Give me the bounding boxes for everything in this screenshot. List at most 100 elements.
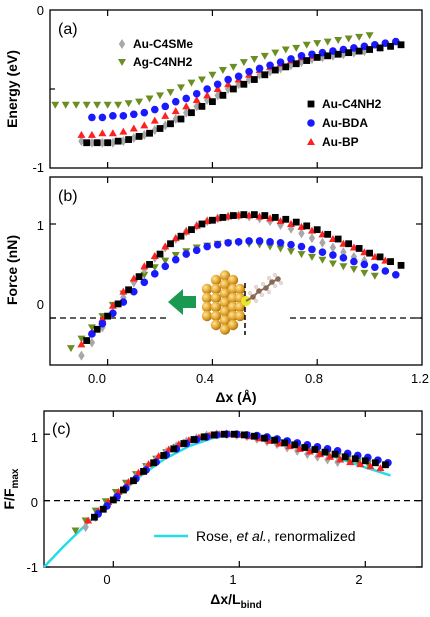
panel-a-legend-left: Au-C4SMe Ag-C4NH2 [133, 37, 193, 69]
panel-c-point-au-c4nh2 [109, 496, 117, 504]
panel-a-ylabel: Energy (eV) [4, 50, 20, 128]
panel-b-point-au-c4nh2 [261, 212, 269, 219]
panel-b-point-au-bda [203, 242, 211, 251]
panel-b-point-au-bda [234, 238, 243, 246]
panel-b-point-au-c4nh2 [240, 211, 248, 218]
panel-a-point-au-bda [213, 80, 222, 89]
panel-b-point-au-bda [360, 260, 369, 269]
panel-a-point-au-bda [203, 85, 211, 93]
panel-a-point-au-bp [192, 96, 201, 104]
panel-c-point-au-c4nh2 [240, 431, 248, 439]
panel-a-point-au-c4nh2 [271, 66, 279, 74]
panel-c-normalized: (c) F/Fmax 1 0 -1 0 1 2 Δx/Lbind Rose, e… [1, 410, 423, 611]
panel-a-point-ag-c4nh2 [156, 92, 165, 100]
panel-c-point-au-c4nh2 [281, 439, 289, 447]
gold-atom [210, 301, 222, 313]
panel-a-point-au-bda [182, 94, 191, 103]
panel-b-point-au-bda [245, 237, 253, 245]
gold-atom [219, 270, 231, 281]
panel-b-point-au-c4nh2 [376, 253, 384, 261]
panel-c-point-au-bp [84, 516, 93, 524]
gold-atom [219, 315, 231, 326]
panel-b-point-au-c4sme [319, 237, 326, 248]
gold-atom [210, 292, 222, 304]
panel-a-point-ag-c4nh2 [250, 55, 259, 63]
panel-c-point-au-c4nh2 [140, 468, 147, 475]
panel-a-point-ag-c4nh2 [176, 84, 185, 92]
panel-c-ytick-neg1: -1 [26, 560, 38, 575]
panel-b-point-au-c4nh2 [114, 300, 122, 308]
panel-b-point-au-bda [381, 267, 390, 275]
panel-b-point-au-bp [98, 314, 107, 322]
panel-c-point-au-c4nh2 [251, 432, 258, 440]
panel-b-point-au-bda [98, 319, 107, 328]
panel-c-point-au-bp [356, 460, 365, 468]
panel-a-point-au-bda [255, 64, 264, 73]
panel-a-point-au-bda [119, 112, 128, 120]
panel-b-point-au-bda [192, 246, 201, 255]
panel-b-point-ag-c4nh2 [328, 260, 337, 268]
panel-b-ytick-0: 0 [37, 297, 44, 312]
gold-atom [219, 288, 231, 299]
hydrogen-atom [261, 282, 266, 287]
panel-b-point-au-bda [308, 245, 316, 254]
panel-a-point-ag-c4nh2 [239, 59, 248, 67]
panel-a-point-au-c4sme [235, 79, 242, 90]
panel-a-point-au-c4nh2 [313, 54, 321, 61]
panel-a-point-au-c4sme [214, 90, 221, 101]
panel-b-point-au-bda [182, 250, 191, 258]
panel-c-point-au-c4nh2 [321, 448, 329, 456]
gold-atom [201, 292, 213, 304]
panel-c-point-au-c4nh2 [261, 434, 268, 442]
panel-c-point-au-c4nh2 [91, 513, 98, 521]
panel-a-point-au-bp [108, 129, 117, 137]
panel-a-point-au-c4nh2 [376, 44, 384, 52]
legend-label-ag-c4nh2: Ag-C4NH2 [133, 55, 193, 69]
panel-b-point-ag-c4nh2 [161, 257, 170, 265]
panel-a-ytick-top: 0 [37, 3, 44, 18]
panel-b-point-au-c4nh2 [313, 226, 321, 234]
legend-label-au-bp: Au-BP [322, 135, 359, 149]
panel-a-tick-marks [50, 10, 318, 168]
panel-b-point-au-bp [77, 340, 86, 348]
panel-b-point-au-c4sme [298, 228, 305, 239]
panel-a-label: (a) [58, 21, 78, 38]
panel-b-point-ag-c4nh2 [66, 345, 75, 353]
panel-a-point-ag-c4nh2 [103, 101, 112, 109]
panel-b-point-ag-c4nh2 [307, 253, 316, 261]
panel-a-point-ag-c4nh2 [51, 101, 60, 109]
legend-label-au-c4nh2: Au-C4NH2 [322, 97, 382, 111]
panel-c-point-au-c4nh2 [170, 445, 178, 453]
legend-label-au-bda: Au-BDA [322, 116, 368, 130]
panel-a-point-au-c4nh2 [219, 91, 227, 99]
panel-b-point-au-bda [161, 262, 170, 271]
panel-b-point-ag-c4nh2 [266, 243, 275, 251]
panel-a-point-ag-c4nh2 [166, 89, 175, 97]
panel-c-label: (c) [52, 421, 71, 438]
panel-a-point-ag-c4nh2 [114, 101, 123, 109]
panel-c-point-au-c4nh2 [371, 459, 379, 467]
panel-a-point-ag-c4nh2 [281, 46, 290, 54]
panel-c-point-au-c4nh2 [230, 430, 238, 438]
legend-marker-au-c4nh2 [307, 100, 315, 108]
panel-a-point-au-bda [88, 113, 96, 122]
panel-c-frame [43, 410, 423, 568]
gold-atom [201, 301, 213, 313]
panel-a-point-ag-c4nh2 [344, 35, 353, 43]
gold-atom [210, 274, 222, 286]
panel-b-point-au-c4nh2 [282, 215, 290, 223]
panel-c-point-au-c4nh2 [351, 455, 359, 463]
panel-c-point-au-c4nh2 [291, 441, 299, 449]
panel-b-point-au-bda [150, 270, 159, 278]
panel-a-point-au-bda [171, 97, 180, 106]
carbon-atom [275, 276, 281, 282]
panel-b-point-au-bda [266, 238, 274, 246]
panel-b-point-au-bda [329, 251, 337, 259]
panel-a-point-au-c4nh2 [156, 125, 164, 132]
panel-c-point-au-c4nh2 [160, 452, 168, 459]
panel-b-point-au-c4nh2 [345, 240, 353, 248]
panel-b-point-au-c4nh2 [250, 211, 258, 218]
panel-b-data-marks [66, 210, 405, 361]
panel-b-point-au-c4nh2 [209, 216, 216, 224]
panel-a-point-au-bp [171, 107, 180, 115]
